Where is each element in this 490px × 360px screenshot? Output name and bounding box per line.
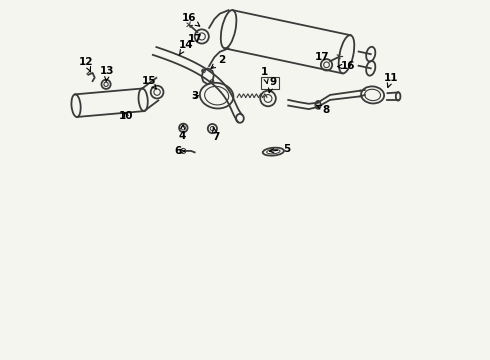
Text: 16: 16 bbox=[338, 62, 356, 71]
Text: 15: 15 bbox=[141, 76, 156, 89]
Text: 11: 11 bbox=[384, 73, 398, 87]
Text: 2: 2 bbox=[211, 55, 225, 68]
Text: 8: 8 bbox=[317, 105, 329, 114]
Text: 10: 10 bbox=[119, 111, 133, 121]
Text: 16: 16 bbox=[182, 13, 200, 26]
Text: 13: 13 bbox=[100, 66, 115, 82]
Text: 14: 14 bbox=[178, 40, 193, 55]
Text: 3: 3 bbox=[192, 91, 199, 101]
Bar bbox=[261, 77, 279, 89]
Text: 12: 12 bbox=[79, 57, 94, 72]
Text: 9: 9 bbox=[269, 77, 276, 93]
Text: 17: 17 bbox=[315, 52, 330, 62]
Text: 17: 17 bbox=[187, 35, 202, 45]
Text: 7: 7 bbox=[212, 127, 220, 142]
Text: 4: 4 bbox=[178, 125, 186, 141]
Text: 5: 5 bbox=[270, 144, 291, 154]
Text: 6: 6 bbox=[175, 147, 185, 157]
Text: 1: 1 bbox=[261, 67, 268, 84]
